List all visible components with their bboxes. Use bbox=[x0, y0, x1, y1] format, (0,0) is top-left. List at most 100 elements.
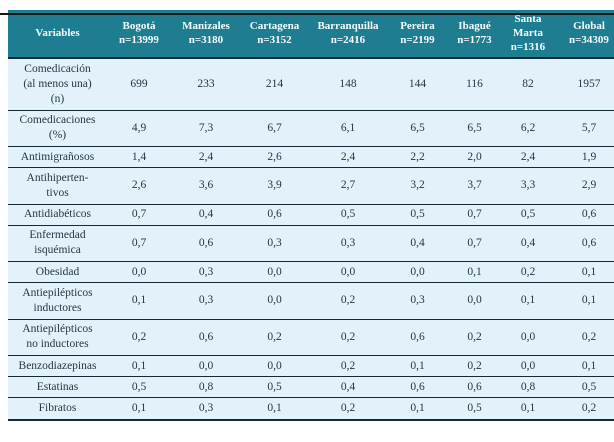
table-row: Fibratos 0,1 0,3 0,1 0,2 0,1 0,5 0,1 0,2 bbox=[8, 397, 614, 421]
value-cell: 1,4 bbox=[107, 146, 171, 169]
value-cell: 0,0 bbox=[447, 282, 502, 320]
value-cell: 0,3 bbox=[171, 282, 241, 320]
variables-column-header: Variables bbox=[8, 10, 107, 60]
value-cell: 2,9 bbox=[554, 167, 614, 205]
table-row: Antiepilépticos no inductores 0,2 0,6 0,2 0,… bbox=[8, 319, 614, 357]
city-column-header: Ibagué n=1773 bbox=[447, 10, 502, 60]
value-cell: 0,5 bbox=[107, 376, 171, 399]
value-cell: 0,4 bbox=[388, 225, 447, 263]
value-cell: 0,1 bbox=[554, 261, 614, 284]
value-cell: 0,0 bbox=[388, 261, 447, 284]
column-n-count: n=34309 bbox=[569, 33, 609, 46]
value-cell: 0,0 bbox=[107, 261, 171, 284]
value-cell: 233 bbox=[171, 58, 241, 111]
value-cell: 0,2 bbox=[107, 319, 171, 357]
value-cell: 0,0 bbox=[241, 355, 308, 378]
value-cell: 116 bbox=[447, 58, 502, 111]
value-cell: 0,1 bbox=[502, 282, 554, 320]
row-label-cell: Antimigrañosos bbox=[8, 146, 107, 169]
table-row: Comedicaciones (%) 4,9 7,3 6,7 6,1 6,5 6,5 6,2 5… bbox=[8, 110, 614, 148]
row-label-cell: Fibratos bbox=[8, 397, 107, 421]
value-cell: 0,5 bbox=[388, 204, 447, 226]
value-cell: 0,0 bbox=[241, 261, 308, 284]
value-cell: 0,0 bbox=[308, 261, 388, 284]
row-label-cell: Comedicaciones (%) bbox=[8, 110, 107, 148]
value-cell: 148 bbox=[308, 58, 388, 111]
row-label-cell: Comedicación (al menos una) (n) bbox=[8, 58, 107, 111]
value-cell: 2,0 bbox=[447, 146, 502, 169]
column-label: Manizales bbox=[182, 19, 230, 32]
value-cell: 0,6 bbox=[554, 225, 614, 263]
value-cell: 0,1 bbox=[107, 355, 171, 378]
value-cell: 2,4 bbox=[308, 146, 388, 169]
value-cell: 3,7 bbox=[447, 167, 502, 205]
value-cell: 0,8 bbox=[502, 376, 554, 399]
column-n-count: n=13999 bbox=[119, 33, 159, 46]
column-n-count: n=1316 bbox=[510, 40, 546, 53]
value-cell: 0,0 bbox=[502, 319, 554, 357]
value-cell: 0,0 bbox=[241, 282, 308, 320]
table-row: Benzodiazepinas 0,1 0,0 0,0 0,2 0,1 0,2 0,0 0,1 bbox=[8, 355, 614, 378]
value-cell: 0,3 bbox=[388, 282, 447, 320]
value-cell: 0,1 bbox=[241, 397, 308, 421]
value-cell: 699 bbox=[107, 58, 171, 111]
row-label-cell: Benzodiazepinas bbox=[8, 355, 107, 378]
column-label: Ibagué bbox=[458, 19, 491, 32]
value-cell: 0,5 bbox=[554, 376, 614, 399]
row-label-cell: Obesidad bbox=[8, 261, 107, 284]
column-label: Santa Marta bbox=[513, 13, 543, 39]
table-row: Antidiabéticos 0,7 0,4 0,6 0,5 0,5 0,7 0,5 0,6 bbox=[8, 204, 614, 226]
table-row: Obesidad 0,0 0,3 0,0 0,0 0,0 0,1 0,2 0,1 bbox=[8, 261, 614, 284]
city-column-header: Global n=34309 bbox=[554, 10, 614, 60]
table-row: Comedicación (al menos una) (n) 699 233 214… bbox=[8, 58, 614, 111]
value-cell: 0,2 bbox=[308, 397, 388, 421]
value-cell: 82 bbox=[502, 58, 554, 111]
value-cell: 0,3 bbox=[171, 261, 241, 284]
value-cell: 0,1 bbox=[107, 397, 171, 421]
table-row: Antimigrañosos 1,4 2,4 2,6 2,4 2,2 2,0 2,4 1,9 bbox=[8, 146, 614, 169]
value-cell: 0,1 bbox=[447, 261, 502, 284]
top-rule bbox=[0, 13, 614, 15]
value-cell: 6,7 bbox=[241, 110, 308, 148]
row-label-cell: Enfermedad isquémica bbox=[8, 225, 107, 263]
value-cell: 6,1 bbox=[308, 110, 388, 148]
value-cell: 0,5 bbox=[241, 376, 308, 399]
value-cell: 0,0 bbox=[171, 355, 241, 378]
value-cell: 0,5 bbox=[447, 397, 502, 421]
table-body: Comedicación (al menos una) (n) 699 233 214… bbox=[8, 58, 614, 421]
value-cell: 0,6 bbox=[171, 225, 241, 263]
value-cell: 6,2 bbox=[502, 110, 554, 148]
column-n-count: n=1773 bbox=[457, 33, 492, 46]
row-label-cell: Antidiabéticos bbox=[8, 204, 107, 226]
value-cell: 0,5 bbox=[502, 204, 554, 226]
column-label: Bogotá bbox=[122, 19, 156, 32]
row-label-cell: Antiepilépticos no inductores bbox=[8, 319, 107, 357]
value-cell: 3,2 bbox=[388, 167, 447, 205]
value-cell: 0,1 bbox=[502, 397, 554, 421]
value-cell: 144 bbox=[388, 58, 447, 111]
value-cell: 0,2 bbox=[554, 319, 614, 357]
value-cell: 0,4 bbox=[308, 376, 388, 399]
column-label: Variables bbox=[35, 26, 80, 39]
row-label-cell: Antihiperten- tivos bbox=[8, 167, 107, 205]
table-header: Variables Bogotá n=13999 Manizales n=3180 Car… bbox=[8, 10, 614, 60]
column-n-count: n=3180 bbox=[188, 33, 224, 46]
value-cell: 2,4 bbox=[171, 146, 241, 169]
table-row: Antihiperten- tivos 2,6 3,6 3,9 2,7 3,2 3,7 3,3… bbox=[8, 167, 614, 205]
value-cell: 6,5 bbox=[447, 110, 502, 148]
value-cell: 5,7 bbox=[554, 110, 614, 148]
value-cell: 7,3 bbox=[171, 110, 241, 148]
city-column-header: Pereira n=2199 bbox=[388, 10, 447, 60]
row-label-cell: Estatinas bbox=[8, 376, 107, 399]
table-header-row: Variables Bogotá n=13999 Manizales n=3180 Car… bbox=[8, 10, 614, 60]
value-cell: 0,2 bbox=[447, 319, 502, 357]
value-cell: 2,4 bbox=[502, 146, 554, 169]
value-cell: 0,1 bbox=[107, 282, 171, 320]
value-cell: 1,9 bbox=[554, 146, 614, 169]
city-column-header: Santa Marta n=1316 bbox=[502, 10, 554, 60]
column-label: Pereira bbox=[400, 19, 435, 32]
value-cell: 0,5 bbox=[308, 204, 388, 226]
value-cell: 0,2 bbox=[241, 319, 308, 357]
value-cell: 3,6 bbox=[171, 167, 241, 205]
column-n-count: n=2199 bbox=[400, 33, 435, 46]
